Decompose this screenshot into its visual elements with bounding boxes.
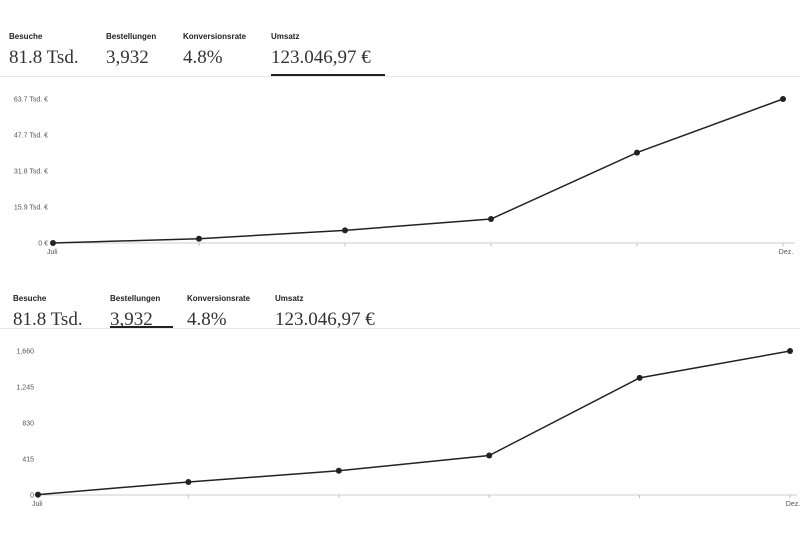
data-point xyxy=(486,452,493,459)
y-tick-label: 0 € xyxy=(38,241,48,248)
y-tick-label: 31.8 Tsd. € xyxy=(14,169,48,176)
series-line xyxy=(52,98,784,244)
y-tick-label: 15.9 Tsd. € xyxy=(14,205,48,212)
data-point xyxy=(50,240,56,246)
x-tick-label: Juli xyxy=(47,249,58,256)
revenue-panel: Besuche 81.8 Tsd. Bestellungen 3,932 Kon… xyxy=(0,0,800,262)
stat-value: 3,932 xyxy=(106,47,149,68)
y-tick-label: 63.7 Tsd. € xyxy=(14,97,48,104)
stat-label: Bestellungen xyxy=(106,32,157,41)
revenue-line-chart: 0 € 15.9 Tsd. € 31.8 Tsd. € 47.7 Tsd. € 63.7… xyxy=(14,96,795,256)
stat-label: Bestellungen xyxy=(110,294,161,303)
stats-bar: Besuche 81.8 Tsd. Bestellungen 3,932 Kon… xyxy=(0,0,800,80)
stat-value: 4.8% xyxy=(183,47,223,68)
data-point xyxy=(196,235,202,242)
x-tick-label: Juli xyxy=(32,501,43,508)
divider xyxy=(0,76,800,77)
data-point xyxy=(780,96,786,102)
stat-label: Besuche xyxy=(9,32,43,41)
stat-value: 123.046,97 € xyxy=(275,309,375,330)
y-tick-label: 47.7 Tsd. € xyxy=(14,133,48,140)
data-point xyxy=(335,467,342,474)
data-point xyxy=(636,374,643,381)
stat-label: Konversionsrate xyxy=(183,32,247,41)
y-tick-label: 830 xyxy=(22,421,34,428)
stat-label: Umsatz xyxy=(271,32,300,41)
y-tick-label: 1,660 xyxy=(16,349,34,356)
data-point xyxy=(488,216,494,223)
y-tick-label: 0 xyxy=(30,493,34,500)
selected-tab-underline xyxy=(271,74,385,76)
data-point xyxy=(787,348,793,354)
stats-bar: Besuche 81.8 Tsd. Bestellungen 3,932 Kon… xyxy=(0,262,800,342)
stat-value: 81.8 Tsd. xyxy=(13,309,83,330)
stat-value: 4.8% xyxy=(187,309,227,330)
data-point xyxy=(342,227,348,234)
stat-label: Besuche xyxy=(13,294,47,303)
stat-value: 123.046,97 € xyxy=(271,47,371,68)
orders-line-chart: 0 415 830 1,245 1,660 Juli Dez. xyxy=(16,348,800,508)
x-tick-label: Dez. xyxy=(786,501,800,508)
x-tick-label: Dez. xyxy=(779,249,793,256)
stat-value: 3,932 xyxy=(110,309,153,330)
data-point xyxy=(634,149,640,156)
selected-tab-underline xyxy=(110,326,173,328)
divider xyxy=(0,328,800,329)
data-point xyxy=(185,478,192,485)
stat-label: Umsatz xyxy=(275,294,304,303)
stat-label: Konversionsrate xyxy=(187,294,251,303)
data-point xyxy=(35,491,41,498)
stat-value: 81.8 Tsd. xyxy=(9,47,79,68)
orders-panel: Besuche 81.8 Tsd. Bestellungen 3,932 Kon… xyxy=(0,262,800,533)
y-tick-label: 415 xyxy=(22,457,34,464)
series-line xyxy=(37,350,791,496)
y-tick-label: 1,245 xyxy=(16,385,34,392)
